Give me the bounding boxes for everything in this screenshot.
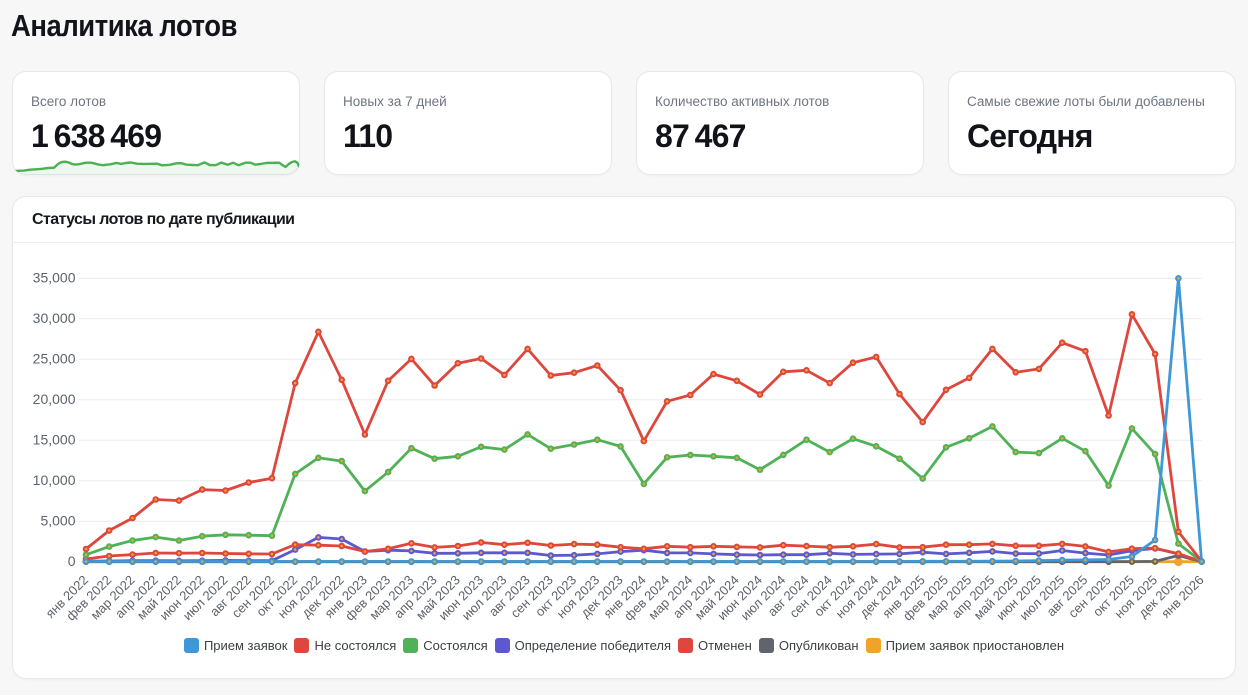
svg-text:25,000: 25,000 [33,351,76,367]
svg-text:0: 0 [68,553,76,569]
svg-text:5,000: 5,000 [40,513,75,529]
svg-text:10,000: 10,000 [33,472,76,488]
svg-text:30,000: 30,000 [33,310,76,326]
svg-text:20,000: 20,000 [33,391,76,407]
svg-text:35,000: 35,000 [33,270,76,286]
svg-text:15,000: 15,000 [33,432,76,448]
